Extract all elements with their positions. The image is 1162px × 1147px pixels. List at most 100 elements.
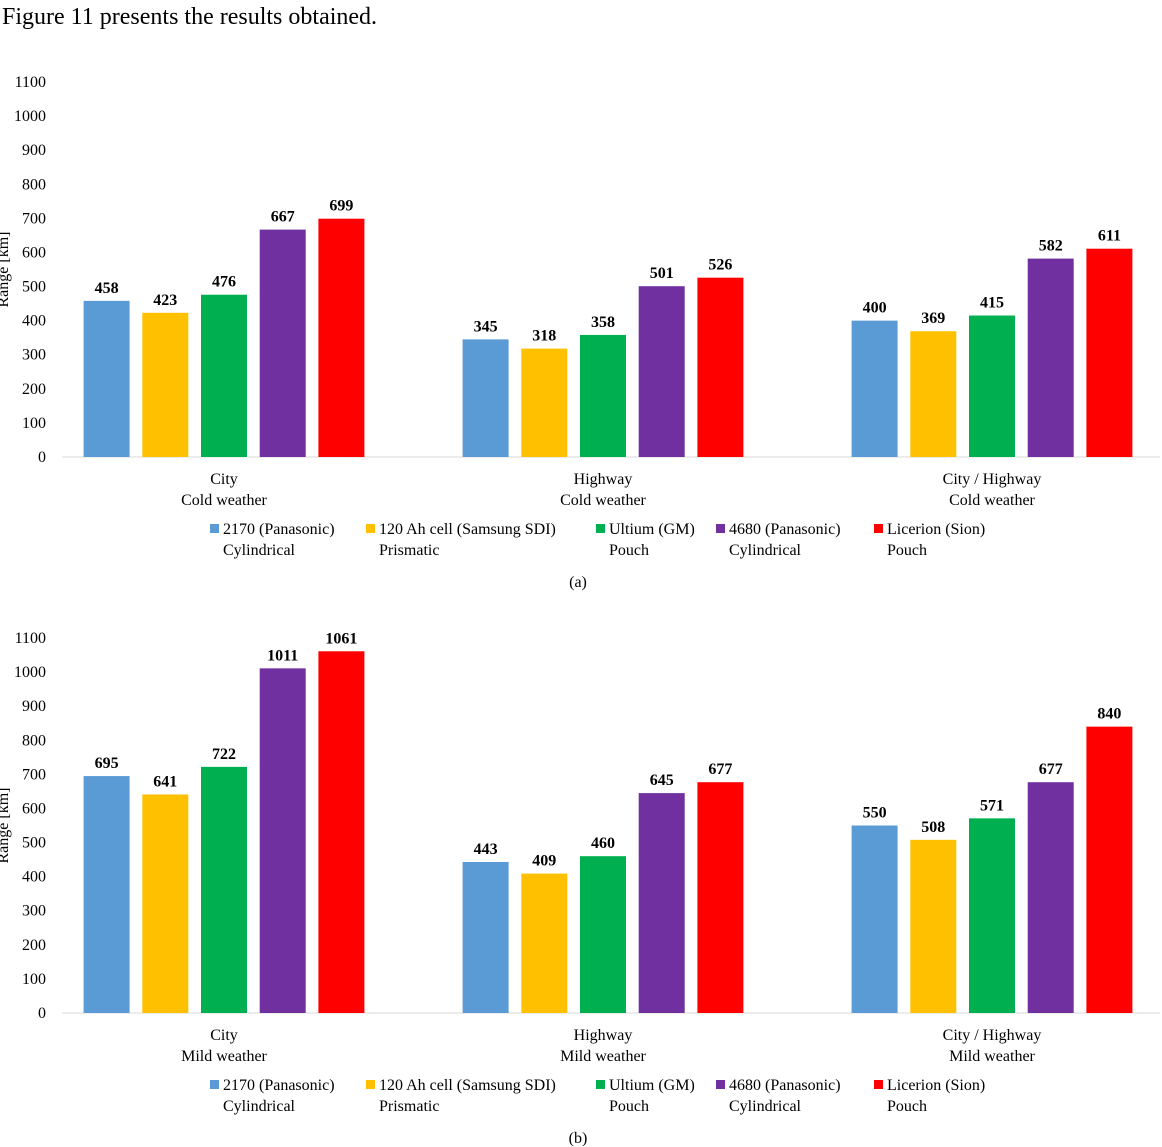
category-label: Highway: [574, 1027, 633, 1044]
data-label: 508: [921, 819, 945, 836]
bar: [1027, 258, 1074, 457]
legend-label: Cylindrical: [729, 1098, 802, 1115]
legend-swatch: [874, 524, 883, 533]
bar: [201, 294, 247, 457]
data-label: 460: [591, 835, 615, 852]
legend-swatch: [366, 524, 375, 533]
legend-label: 2170 (Panasonic): [223, 521, 335, 538]
y-axis-label: Range [km]: [0, 788, 12, 864]
bar: [638, 286, 685, 457]
bar: [1086, 248, 1133, 457]
legend-label: Pouch: [609, 1098, 649, 1115]
data-label: 677: [1039, 761, 1063, 778]
figure-caption: (a): [569, 574, 587, 591]
bar: [910, 839, 957, 1013]
bar: [462, 339, 509, 457]
y-tick-label: 100: [22, 415, 46, 432]
legend-label: Cylindrical: [223, 1098, 296, 1115]
y-tick-label: 500: [22, 279, 46, 296]
bar: [83, 300, 130, 457]
data-label: 501: [650, 265, 674, 282]
legend-swatch: [874, 1080, 883, 1089]
legend-label: 2170 (Panasonic): [223, 1077, 335, 1094]
bar: [697, 277, 744, 457]
legend-label: 120 Ah cell (Samsung SDI): [379, 1077, 556, 1094]
legend-swatch: [366, 1080, 375, 1089]
bar: [1086, 726, 1133, 1013]
category-label: Mild weather: [560, 1048, 646, 1065]
bar-chart-b: 0 100 200 300 400 500 600 700 800 900 1000 1100 Rang…: [0, 630, 1160, 1147]
legend-label: Ultium (GM): [609, 1077, 695, 1094]
y-tick-label: 700: [22, 210, 46, 227]
bar: [697, 782, 744, 1013]
legend-swatch: [210, 524, 219, 533]
y-tick-label: 1000: [14, 664, 46, 681]
category-label: Mild weather: [181, 1048, 267, 1065]
data-label: 400: [863, 300, 887, 317]
legend-label: Pouch: [887, 1098, 927, 1115]
data-label: 1011: [267, 647, 298, 664]
legend-swatch: [716, 524, 725, 533]
legend-label: Licerion (Sion): [887, 1077, 985, 1094]
bar: [851, 825, 898, 1013]
data-label: 641: [153, 773, 177, 790]
bar: [638, 793, 685, 1013]
bar: [318, 651, 365, 1013]
category-label: City / Highway: [943, 471, 1042, 488]
figure-caption: (b): [569, 1130, 588, 1147]
bar-chart-a: 0 100 200 300 400 500 600 700 800 900 1000 1100 Rang…: [0, 74, 1160, 591]
data-label: 526: [708, 257, 732, 274]
y-tick-label: 600: [22, 244, 46, 261]
y-tick-label: 400: [22, 869, 46, 886]
y-tick-label: 1000: [14, 108, 46, 125]
category-label: City: [210, 471, 238, 488]
bar: [201, 766, 247, 1013]
legend-label: Cylindrical: [223, 542, 296, 559]
y-tick-label: 1100: [15, 74, 46, 91]
y-tick-label: 100: [22, 971, 46, 988]
data-label: 840: [1097, 706, 1121, 723]
data-label: 318: [532, 328, 556, 345]
bar: [142, 312, 189, 457]
data-label: 722: [212, 746, 236, 763]
data-label: 409: [532, 853, 556, 870]
y-tick-label: 300: [22, 347, 46, 364]
data-label: 699: [329, 198, 353, 215]
data-label: 369: [921, 310, 945, 327]
data-label: 1061: [325, 630, 357, 647]
bar: [259, 229, 306, 457]
legend-label: Cylindrical: [729, 542, 802, 559]
y-tick-label: 300: [22, 903, 46, 920]
y-tick-label: 800: [22, 732, 46, 749]
category-label: Cold weather: [560, 492, 646, 509]
y-tick-label: 600: [22, 800, 46, 817]
y-tick-label: 900: [22, 698, 46, 715]
bar: [910, 331, 957, 457]
y-tick-label: 0: [38, 1005, 46, 1022]
y-tick-label: 900: [22, 142, 46, 159]
data-label: 611: [1098, 228, 1121, 245]
data-label: 667: [271, 209, 295, 226]
legend-label: Pouch: [887, 542, 927, 559]
data-label: 423: [153, 292, 177, 309]
data-label: 582: [1039, 238, 1063, 255]
legend-swatch: [596, 524, 605, 533]
bar: [969, 315, 1015, 457]
data-label: 571: [980, 797, 1004, 814]
y-tick-label: 800: [22, 176, 46, 193]
y-tick-label: 400: [22, 313, 46, 330]
y-axis-label: Range [km]: [0, 232, 12, 308]
legend-label: 4680 (Panasonic): [729, 521, 841, 538]
bar: [580, 856, 626, 1013]
bar: [318, 218, 365, 457]
bar: [851, 320, 898, 457]
legend-label: 4680 (Panasonic): [729, 1077, 841, 1094]
data-label: 415: [980, 295, 1004, 312]
category-label: City / Highway: [943, 1027, 1042, 1044]
bar: [83, 776, 130, 1013]
intro-text: Figure 11 presents the results obtained.: [2, 4, 378, 30]
bar: [462, 861, 509, 1013]
y-tick-label: 700: [22, 766, 46, 783]
data-label: 677: [708, 761, 732, 778]
legend-label: Pouch: [609, 542, 649, 559]
